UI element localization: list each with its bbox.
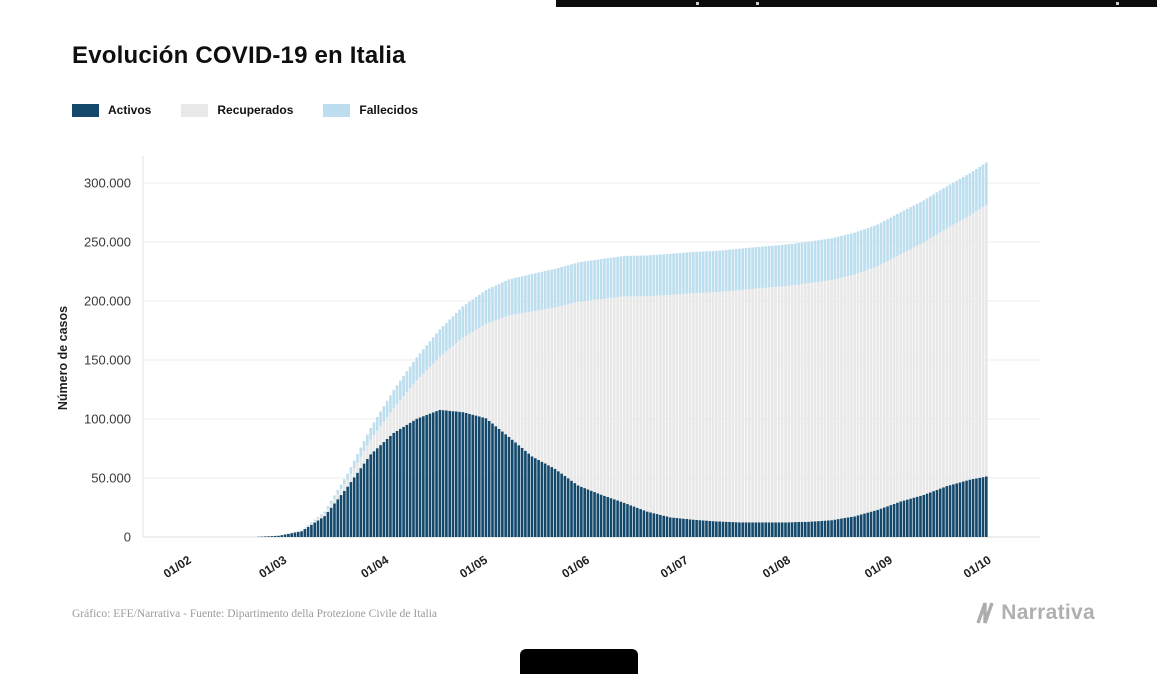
legend-item-activos: Activos <box>72 103 151 117</box>
page-title: Evolución COVID-19 en Italia <box>72 42 406 69</box>
narrativa-logo-icon <box>976 602 994 624</box>
svg-text:01/04: 01/04 <box>358 553 391 581</box>
svg-text:01/09: 01/09 <box>862 553 895 581</box>
source-attribution: Gráfico: EFE/Narrativa - Fuente: Diparti… <box>72 608 438 620</box>
top-bar-dot <box>1116 2 1119 5</box>
svg-text:Número de casos: Número de casos <box>56 306 70 410</box>
svg-text:250.000: 250.000 <box>84 235 131 250</box>
narrativa-logo-text: Narrativa <box>1001 601 1095 624</box>
top-bar-dot <box>696 2 699 5</box>
svg-text:0: 0 <box>124 530 131 545</box>
svg-text:01/10: 01/10 <box>961 553 994 581</box>
top-bar-fragment <box>556 0 1157 7</box>
svg-text:01/06: 01/06 <box>559 553 592 581</box>
top-bar-dot <box>756 2 759 5</box>
activos-swatch <box>72 103 99 117</box>
legend-label-recuperados: Recuperados <box>217 103 294 117</box>
svg-text:01/08: 01/08 <box>760 553 793 581</box>
svg-text:300.000: 300.000 <box>84 176 131 191</box>
svg-text:01/03: 01/03 <box>256 553 289 581</box>
svg-text:01/05: 01/05 <box>457 553 490 581</box>
recuperados-swatch <box>181 103 209 117</box>
narrativa-logo: Narrativa <box>974 600 1095 626</box>
fallecidos-swatch <box>323 103 351 117</box>
svg-text:150.000: 150.000 <box>84 353 131 368</box>
svg-text:01/07: 01/07 <box>658 553 691 581</box>
svg-text:01/02: 01/02 <box>161 553 194 581</box>
svg-text:200.000: 200.000 <box>84 294 131 309</box>
legend-item-fallecidos: Fallecidos <box>323 103 418 117</box>
legend-label-fallecidos: Fallecidos <box>359 103 419 117</box>
legend-item-recuperados: Recuperados <box>181 103 293 117</box>
svg-text:100.000: 100.000 <box>84 412 131 427</box>
svg-text:50.000: 50.000 <box>91 471 131 486</box>
bottom-bar-fragment <box>520 649 638 674</box>
chart-legend: Activos Recuperados Fallecidos <box>72 103 418 117</box>
legend-label-activos: Activos <box>108 103 152 117</box>
